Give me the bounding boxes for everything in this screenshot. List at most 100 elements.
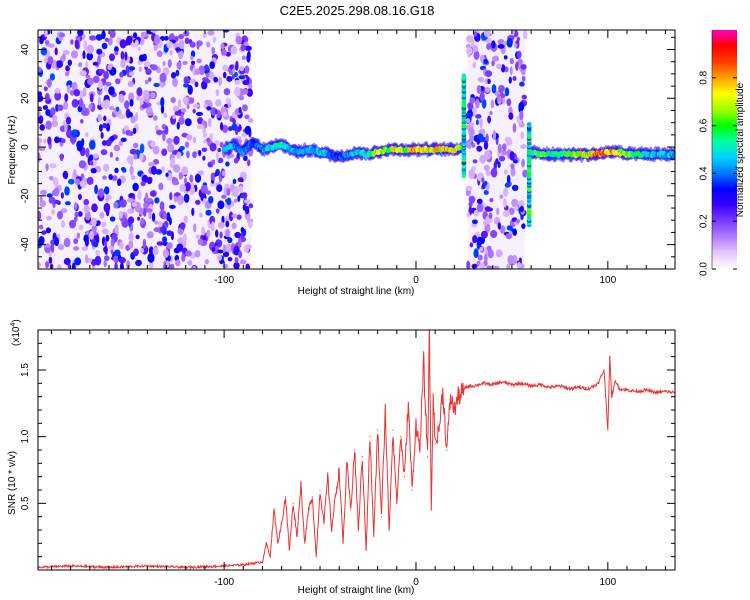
noise-blob: [88, 154, 94, 161]
noise-blob: [499, 225, 506, 234]
noise-blob: [198, 170, 204, 176]
noise-blob: [178, 39, 185, 50]
noise-blob: [147, 252, 155, 263]
noise-blob: [118, 113, 126, 120]
colorbar: 0.0 0.2 0.4 0.6 0.8 Normalized spectral ampl…: [699, 30, 746, 276]
noise-blob: [237, 177, 244, 183]
snr-point: [365, 549, 367, 551]
snr-point: [403, 476, 406, 478]
noise-blob: [514, 205, 519, 211]
noise-blob: [481, 98, 487, 109]
snr-point: [614, 380, 617, 382]
noise-blob: [54, 47, 58, 56]
snr-point: [377, 429, 379, 431]
snr-point: [449, 396, 452, 398]
noise-blob: [86, 176, 94, 185]
snr-exponent-power: 4: [10, 323, 17, 327]
noise-blob: [113, 201, 119, 209]
noise-blob: [214, 108, 218, 115]
noise-blob: [479, 91, 485, 102]
noise-blob: [85, 254, 89, 264]
snr-point: [432, 396, 434, 398]
noise-blob: [92, 75, 100, 84]
noise-blob: [465, 139, 472, 149]
noise-blob: [129, 165, 134, 176]
noise-blob: [222, 244, 227, 253]
snr-point: [501, 381, 503, 383]
noise-blob: [124, 51, 128, 61]
snr-point: [603, 369, 605, 371]
noise-blob: [475, 114, 482, 119]
noise-blob: [185, 250, 192, 257]
noise-blob: [488, 212, 493, 219]
noise-blob: [83, 198, 89, 206]
spike-point: [461, 73, 467, 78]
noise-blob: [126, 260, 131, 269]
noise-blob: [217, 200, 225, 210]
noise-blob: [140, 31, 148, 37]
noise-blob: [38, 138, 43, 144]
snr-point: [453, 409, 455, 411]
noise-blob: [119, 199, 127, 208]
noise-blob: [224, 243, 233, 254]
noise-blob: [512, 228, 517, 236]
noise-blob: [114, 224, 119, 235]
noise-blob: [39, 36, 44, 45]
noise-blob: [142, 89, 150, 100]
noise-blob: [471, 219, 478, 225]
noise-blob: [245, 263, 250, 269]
noise-blob: [197, 238, 204, 246]
noise-blob: [240, 44, 246, 52]
noise-blob: [182, 96, 189, 104]
noise-blob: [215, 100, 222, 107]
noise-blob: [38, 106, 42, 111]
noise-blob: [76, 140, 84, 150]
noise-blob: [160, 104, 165, 114]
noise-blob: [138, 66, 142, 73]
noise-blob: [466, 212, 470, 218]
noise-blob: [232, 178, 237, 184]
noise-blob: [49, 176, 54, 181]
noise-blob: [105, 234, 110, 242]
noise-blob: [239, 185, 243, 193]
noise-blob: [91, 203, 98, 213]
noise-blob: [478, 77, 485, 83]
noise-blob: [221, 124, 229, 133]
noise-blob: [469, 242, 474, 248]
noise-blob: [499, 194, 504, 199]
noise-blob: [503, 187, 509, 197]
noise-blob: [90, 161, 94, 166]
noise-blob: [77, 193, 82, 200]
noise-blob: [38, 66, 42, 72]
noise-blob: [233, 157, 239, 164]
noise-blob: [126, 35, 133, 46]
noise-blob: [234, 79, 241, 85]
noise-blob: [523, 30, 528, 40]
svg-text:(x104): (x104): [10, 319, 22, 346]
noise-blob: [61, 220, 66, 228]
noise-blob: [171, 72, 176, 79]
noise-blob: [43, 86, 48, 92]
noise-blob: [155, 169, 162, 175]
x-tick-label: -100: [214, 275, 234, 286]
noise-blob: [153, 82, 160, 88]
noise-blob: [199, 212, 203, 218]
noise-blob: [487, 249, 494, 259]
noise-blob: [242, 204, 247, 211]
noise-blob: [499, 86, 504, 97]
noise-blob: [101, 221, 107, 227]
noise-blob: [515, 61, 519, 71]
noise-blob: [234, 257, 239, 264]
noise-blob: [71, 99, 79, 108]
noise-blob: [45, 227, 52, 234]
noise-blob: [158, 220, 163, 228]
noise-blob: [163, 35, 169, 41]
noise-blob: [118, 140, 124, 147]
noise-blob: [497, 44, 505, 49]
snr-point: [300, 482, 302, 484]
noise-blob: [246, 53, 251, 63]
noise-blob: [71, 129, 79, 138]
noise-blob: [82, 87, 87, 97]
noise-blob: [114, 262, 118, 269]
noise-blob: [83, 204, 90, 214]
